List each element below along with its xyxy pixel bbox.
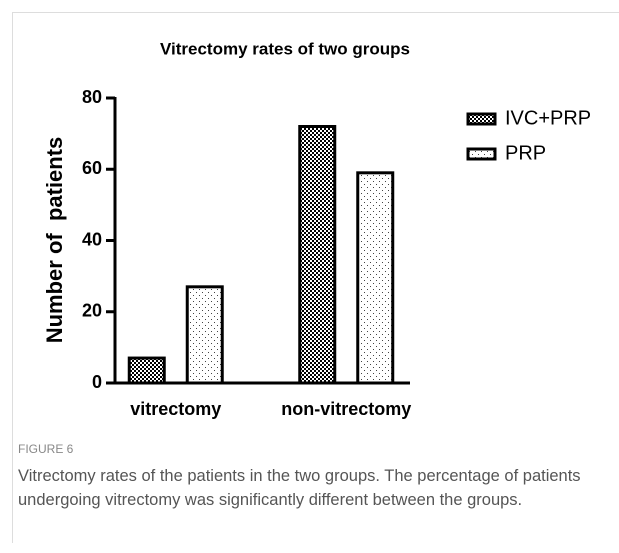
chart: Vitrectomy rates of two groups Number of… (42, 39, 591, 419)
x-tick-label: non-vitrectomy (281, 399, 411, 419)
y-tick-label: 80 (82, 87, 102, 107)
y-tick-label: 0 (92, 372, 102, 392)
figure-frame (12, 12, 619, 543)
bar (298, 125, 337, 385)
y-tick-label: 60 (82, 158, 102, 178)
y-axis-label: Number of patients (42, 137, 67, 344)
y-tick-label: 40 (82, 229, 102, 249)
bar (356, 171, 395, 385)
legend-swatch (466, 112, 497, 126)
figure-caption: Vitrectomy rates of the patients in the … (18, 467, 581, 509)
figure-label: FIGURE 6 (18, 442, 74, 456)
legend-label: PRP (505, 142, 546, 164)
y-tick-label: 20 (82, 301, 102, 321)
bar (127, 356, 166, 385)
bar (185, 285, 224, 385)
legend-label: IVC+PRP (505, 107, 591, 129)
x-tick-label: vitrectomy (130, 399, 221, 419)
legend-swatch (466, 147, 497, 161)
chart-title: Vitrectomy rates of two groups (160, 39, 410, 58)
